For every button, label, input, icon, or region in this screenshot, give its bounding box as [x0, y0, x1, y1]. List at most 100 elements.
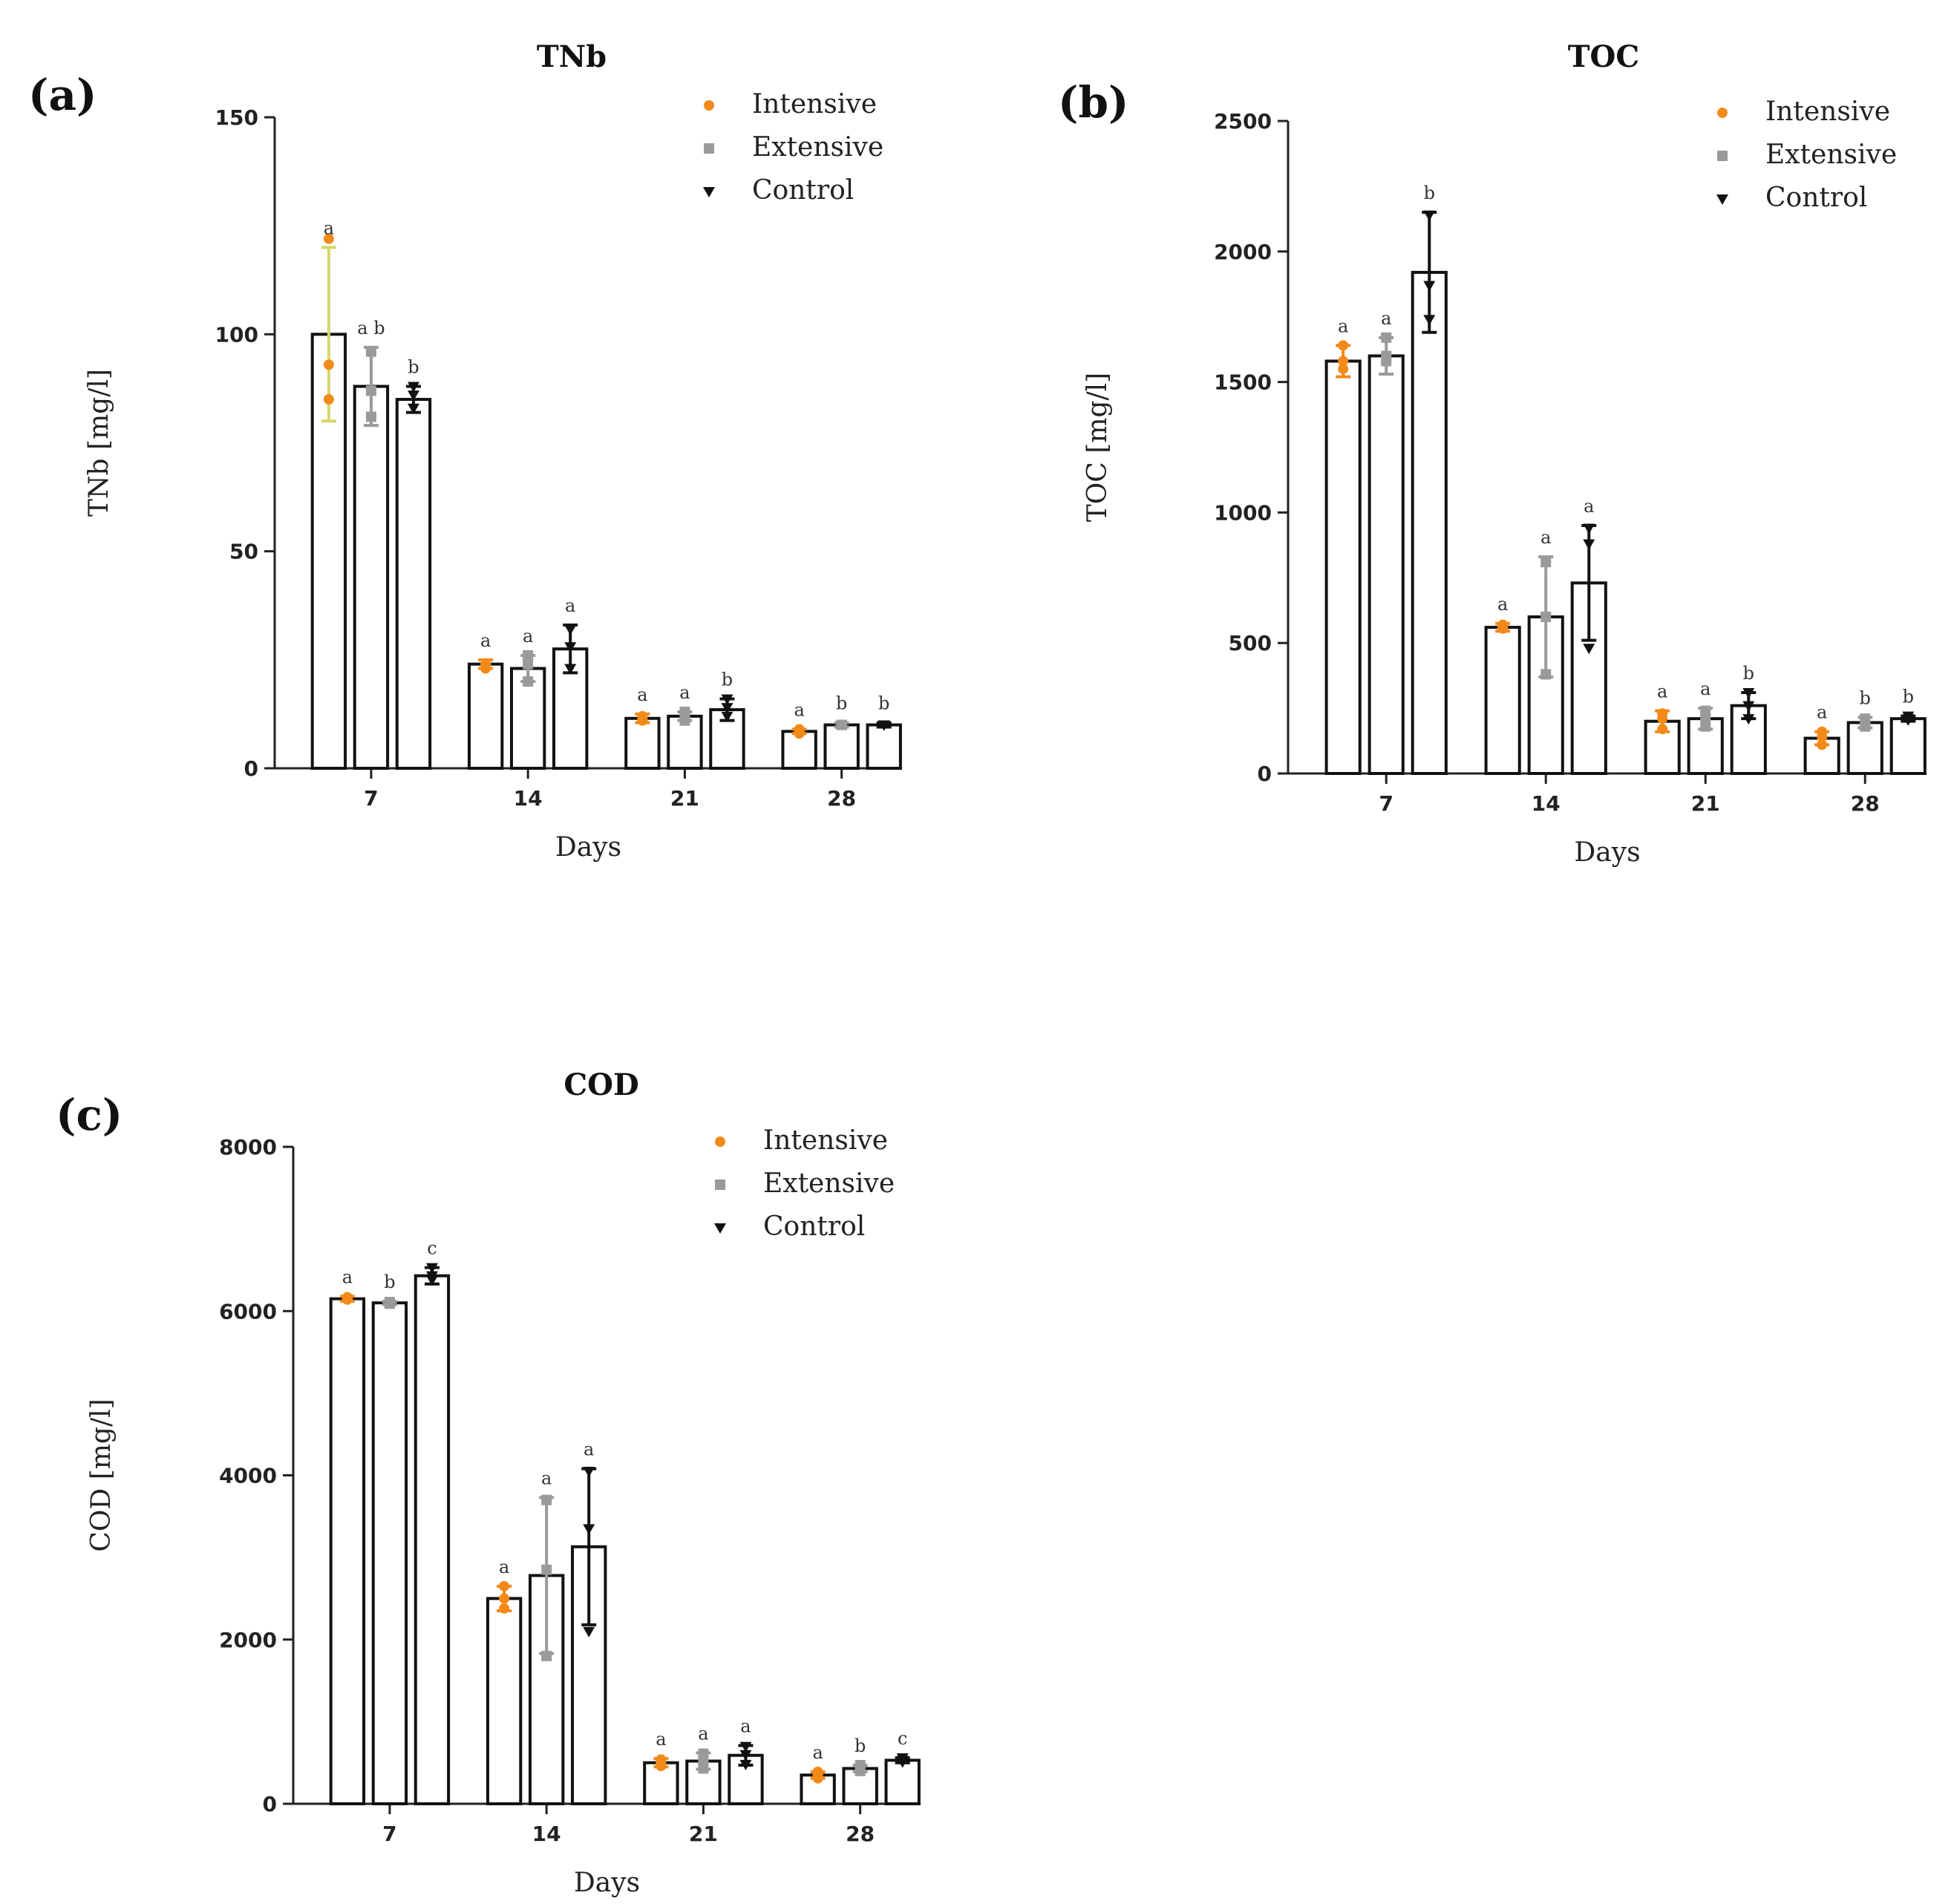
legend-marker-intensive: [715, 1136, 725, 1147]
bar-control: [884, 1759, 921, 1805]
y-tick-label: 500: [1229, 631, 1272, 655]
legend-label-control: Control: [752, 175, 854, 206]
point-control: [564, 642, 577, 653]
legend-label-extensive: Extensive: [1765, 140, 1897, 170]
y-tick-label: 6000: [219, 1299, 277, 1324]
point-control: [1902, 715, 1915, 726]
y-tick-label: 0: [263, 1792, 277, 1816]
y-tick-label: 1500: [1214, 370, 1272, 395]
point-control: [721, 694, 733, 705]
y-tick-label: 100: [215, 322, 258, 347]
significance-letter: a: [1381, 308, 1391, 329]
significance-letter: c: [427, 1238, 437, 1259]
legend-label-intensive: Intensive: [1765, 96, 1890, 127]
y-tick-label: 2000: [219, 1628, 277, 1652]
bar-intensive: [1484, 626, 1521, 775]
x-axis-title: Days: [555, 832, 621, 863]
point-intensive: [323, 233, 334, 244]
point-intensive: [1817, 739, 1828, 750]
legend-label-control: Control: [763, 1211, 865, 1242]
y-tick-label: 0: [244, 756, 258, 781]
x-tick-label: 28: [846, 1822, 875, 1846]
point-extensive: [365, 346, 376, 357]
chart-title: TNb: [537, 39, 607, 74]
y-axis-title: TNb [mg/l]: [84, 369, 114, 517]
x-tick-label: 28: [1851, 791, 1880, 816]
significance-letter: b: [855, 1735, 866, 1756]
y-tick-label: 150: [215, 105, 258, 130]
point-intensive: [342, 1294, 353, 1305]
significance-letter: a: [480, 630, 491, 651]
point-control: [425, 1275, 438, 1286]
point-intensive: [1338, 340, 1349, 351]
significance-letter: c: [898, 1728, 907, 1749]
point-extensive: [523, 676, 534, 687]
legend-marker-intensive: [704, 100, 714, 111]
panel-c-cod: (c) COD 0 2000 4000 6000 8000 COD [mg/l] Days 7 a b…: [56, 1067, 921, 1898]
bar-control: [414, 1274, 451, 1805]
x-axis-title: Days: [574, 1868, 640, 1898]
point-control: [721, 703, 733, 714]
panel-label: (c): [56, 1090, 122, 1140]
point-intensive: [1338, 356, 1349, 367]
point-extensive: [384, 1298, 395, 1309]
point-intensive: [1338, 364, 1349, 375]
point-extensive: [1540, 612, 1552, 623]
chart-title: COD: [563, 1067, 638, 1102]
point-extensive: [1700, 705, 1711, 716]
point-control: [896, 1757, 909, 1768]
significance-letter: a: [1817, 702, 1827, 723]
point-intensive: [323, 394, 334, 405]
point-intensive: [794, 726, 805, 737]
point-control: [583, 1626, 595, 1638]
x-tick-label: 7: [1379, 791, 1393, 816]
point-intensive: [1657, 724, 1668, 735]
bar-intensive: [1324, 359, 1362, 775]
point-extensive: [1381, 356, 1392, 367]
x-tick-label: 28: [827, 786, 856, 811]
significance-letter: a: [584, 1439, 594, 1460]
y-tick-label: 2500: [1214, 109, 1272, 134]
significance-letter: b: [836, 693, 847, 714]
point-control: [407, 390, 419, 402]
point-intensive: [1657, 713, 1668, 724]
significance-letter: b: [722, 669, 733, 690]
significance-letter: a: [565, 595, 575, 616]
point-extensive: [836, 719, 847, 730]
x-tick-label: 21: [689, 1822, 718, 1846]
point-control: [1583, 523, 1595, 534]
x-tick-label: 7: [382, 1822, 396, 1846]
significance-letter: a: [1657, 681, 1667, 702]
x-tick-label: 21: [1691, 791, 1720, 816]
x-tick-label: 14: [532, 1822, 561, 1846]
panel-b-toc: (b) TOC 0 500 1000 1500 2000 2500 TOC [mg/l] Days…: [1058, 39, 1927, 868]
bar-extensive: [823, 723, 860, 770]
point-extensive: [855, 1765, 866, 1776]
bar-control: [1411, 270, 1448, 776]
significance-letter: a: [324, 217, 334, 238]
point-extensive: [1700, 721, 1711, 732]
significance-letter: a: [499, 1557, 509, 1577]
point-intensive: [1817, 731, 1828, 742]
point-extensive: [1860, 721, 1871, 732]
point-intensive: [499, 1603, 510, 1614]
point-control: [1583, 644, 1595, 655]
legend-label-extensive: Extensive: [752, 132, 883, 163]
significance-letter: a: [794, 699, 804, 720]
legend-marker-extensive: [1717, 151, 1728, 161]
significance-letter: b: [878, 693, 889, 714]
point-intensive: [323, 359, 334, 370]
bar-intensive: [624, 716, 661, 770]
significance-letter: b: [408, 356, 419, 377]
significance-letter: a: [1700, 678, 1710, 699]
significance-letter: b: [1743, 663, 1754, 684]
legend-marker-control: [714, 1223, 726, 1234]
bar-extensive: [353, 385, 390, 770]
point-control: [407, 403, 419, 414]
point-intensive: [637, 713, 648, 724]
point-control: [564, 624, 577, 635]
significance-letter: a: [679, 682, 690, 703]
y-tick-label: 2000: [1214, 240, 1272, 264]
legend-marker-control: [1716, 194, 1728, 205]
